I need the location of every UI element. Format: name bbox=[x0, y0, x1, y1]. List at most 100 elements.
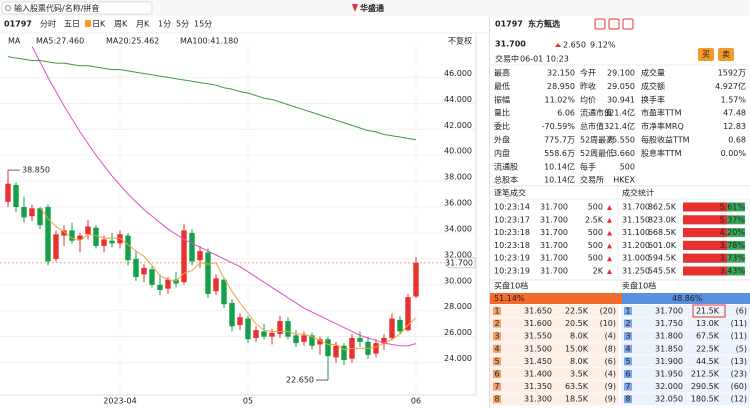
quote-time: 06-01 10:23 bbox=[520, 55, 569, 64]
stat-label: 外盘 bbox=[494, 135, 510, 145]
stat-value: 10.14亿 bbox=[544, 175, 575, 185]
stat-bar bbox=[683, 228, 727, 238]
book-price: 31.300 bbox=[524, 395, 552, 404]
quote-change-pct: 9.12% bbox=[590, 41, 616, 50]
candle-body bbox=[157, 284, 163, 290]
candle-body bbox=[189, 232, 195, 262]
period-tab[interactable]: 五日 bbox=[64, 20, 80, 29]
book-count: (4) bbox=[605, 332, 616, 341]
period-tab[interactable]: 月K bbox=[136, 20, 150, 29]
trade-stats-title: 成交统计 bbox=[622, 188, 654, 198]
book-price: 31.750 bbox=[655, 319, 683, 328]
candle-body bbox=[269, 332, 275, 337]
candle-body bbox=[53, 234, 59, 259]
stat-label: 昨收 bbox=[580, 81, 596, 91]
level-badge bbox=[624, 332, 632, 341]
level-index: 5 bbox=[494, 357, 499, 366]
stat-price: 31.100 bbox=[622, 228, 650, 237]
x-tick-label: 06 bbox=[411, 397, 421, 406]
adjustment-dropdown[interactable]: 不复权 bbox=[448, 36, 472, 46]
stat-value: 4.927亿 bbox=[715, 81, 746, 91]
stat-value: 6.06 bbox=[557, 109, 575, 118]
stat-value: 47.48 bbox=[723, 109, 746, 118]
search-box[interactable] bbox=[1, 1, 153, 15]
trade-time: 10:23:18 bbox=[494, 228, 530, 237]
candle-body bbox=[61, 230, 67, 236]
book-count: (5) bbox=[736, 344, 747, 353]
icon-button[interactable] bbox=[608, 18, 620, 30]
trade-arrow bbox=[607, 217, 612, 223]
book-row-bg bbox=[621, 355, 750, 368]
level-badge bbox=[624, 357, 632, 366]
trade-volume: 2.5K bbox=[585, 215, 604, 224]
trade-time: 10:23:17 bbox=[494, 215, 530, 224]
candle-body bbox=[389, 318, 395, 338]
bid-ratio: 51.14% bbox=[494, 294, 525, 303]
stat-label: 均价 bbox=[580, 94, 596, 104]
trade-volume: 500 bbox=[588, 228, 603, 237]
stat-label: 最高 bbox=[494, 68, 510, 78]
candle-body bbox=[101, 239, 107, 246]
up-arrow bbox=[555, 43, 561, 47]
sell-button[interactable] bbox=[718, 48, 734, 61]
icon-button[interactable] bbox=[622, 18, 634, 30]
candle-body bbox=[333, 345, 339, 358]
candle-body bbox=[13, 185, 19, 208]
icon-button[interactable] bbox=[594, 18, 606, 30]
stat-percent: 3.73% bbox=[720, 254, 746, 263]
book-count: (60) bbox=[731, 382, 747, 391]
logo-icon bbox=[352, 4, 358, 12]
period-tab[interactable]: 分时 bbox=[40, 19, 56, 29]
y-tick-label: 28.000 bbox=[444, 302, 472, 311]
legend-title: MA bbox=[8, 37, 21, 46]
stat-label: 流通股 bbox=[494, 161, 518, 171]
book-row-bg bbox=[621, 342, 750, 355]
x-tick-label: 05 bbox=[243, 397, 253, 406]
stat-volume: 545.5K bbox=[648, 267, 677, 276]
period-tab[interactable]: 日K bbox=[92, 20, 106, 29]
trade-price: 31.700 bbox=[540, 228, 568, 237]
level-index: 4 bbox=[625, 344, 630, 353]
quote-status: 交易中 bbox=[495, 54, 519, 64]
stat-percent: 4.20% bbox=[720, 228, 746, 237]
book-row-bg bbox=[490, 380, 619, 393]
y-tick-label: 44.000 bbox=[444, 95, 472, 104]
period-tab[interactable]: 1分 bbox=[158, 20, 171, 29]
level-index: 6 bbox=[494, 370, 499, 379]
buy-button[interactable] bbox=[698, 48, 714, 61]
candle-body bbox=[77, 235, 83, 240]
book-count: (23) bbox=[731, 370, 747, 379]
highlight-box bbox=[692, 304, 726, 318]
level-badge bbox=[493, 382, 501, 391]
book-volume: 13.0K bbox=[696, 319, 720, 328]
book-volume: 15.0K bbox=[565, 344, 589, 353]
trade-volume: 500 bbox=[588, 203, 603, 212]
level-index: 8 bbox=[625, 395, 630, 404]
level-index: 2 bbox=[625, 319, 630, 328]
stat-percent: 3.78% bbox=[720, 241, 746, 250]
book-price: 31.400 bbox=[524, 370, 552, 379]
book-row-bg bbox=[490, 393, 619, 406]
book-price: 31.650 bbox=[524, 307, 552, 316]
legend-entry: MA100:41.180 bbox=[180, 37, 238, 46]
candle-body bbox=[277, 321, 283, 335]
stat-bar bbox=[683, 202, 727, 212]
book-count: (10) bbox=[600, 319, 616, 328]
period-tab[interactable]: 周K bbox=[114, 20, 128, 29]
book-row-bg bbox=[490, 342, 619, 355]
stat-label: 市净率MRQ bbox=[641, 121, 684, 131]
trade-arrow bbox=[607, 243, 612, 249]
book-price: 31.800 bbox=[655, 332, 683, 341]
candle-body bbox=[221, 279, 227, 305]
candle-body bbox=[45, 207, 51, 262]
search-icon bbox=[4, 4, 12, 12]
trade-volume: 500 bbox=[588, 241, 603, 250]
candle-body bbox=[237, 317, 243, 325]
y-tick-label: 40.000 bbox=[444, 147, 472, 156]
stat-value: 28.950 bbox=[547, 82, 575, 91]
selected-indicator bbox=[85, 20, 91, 27]
stat-label: 成交额 bbox=[641, 81, 665, 91]
period-tab[interactable]: 5分 bbox=[176, 20, 189, 29]
period-tab[interactable]: 15分 bbox=[194, 20, 212, 29]
